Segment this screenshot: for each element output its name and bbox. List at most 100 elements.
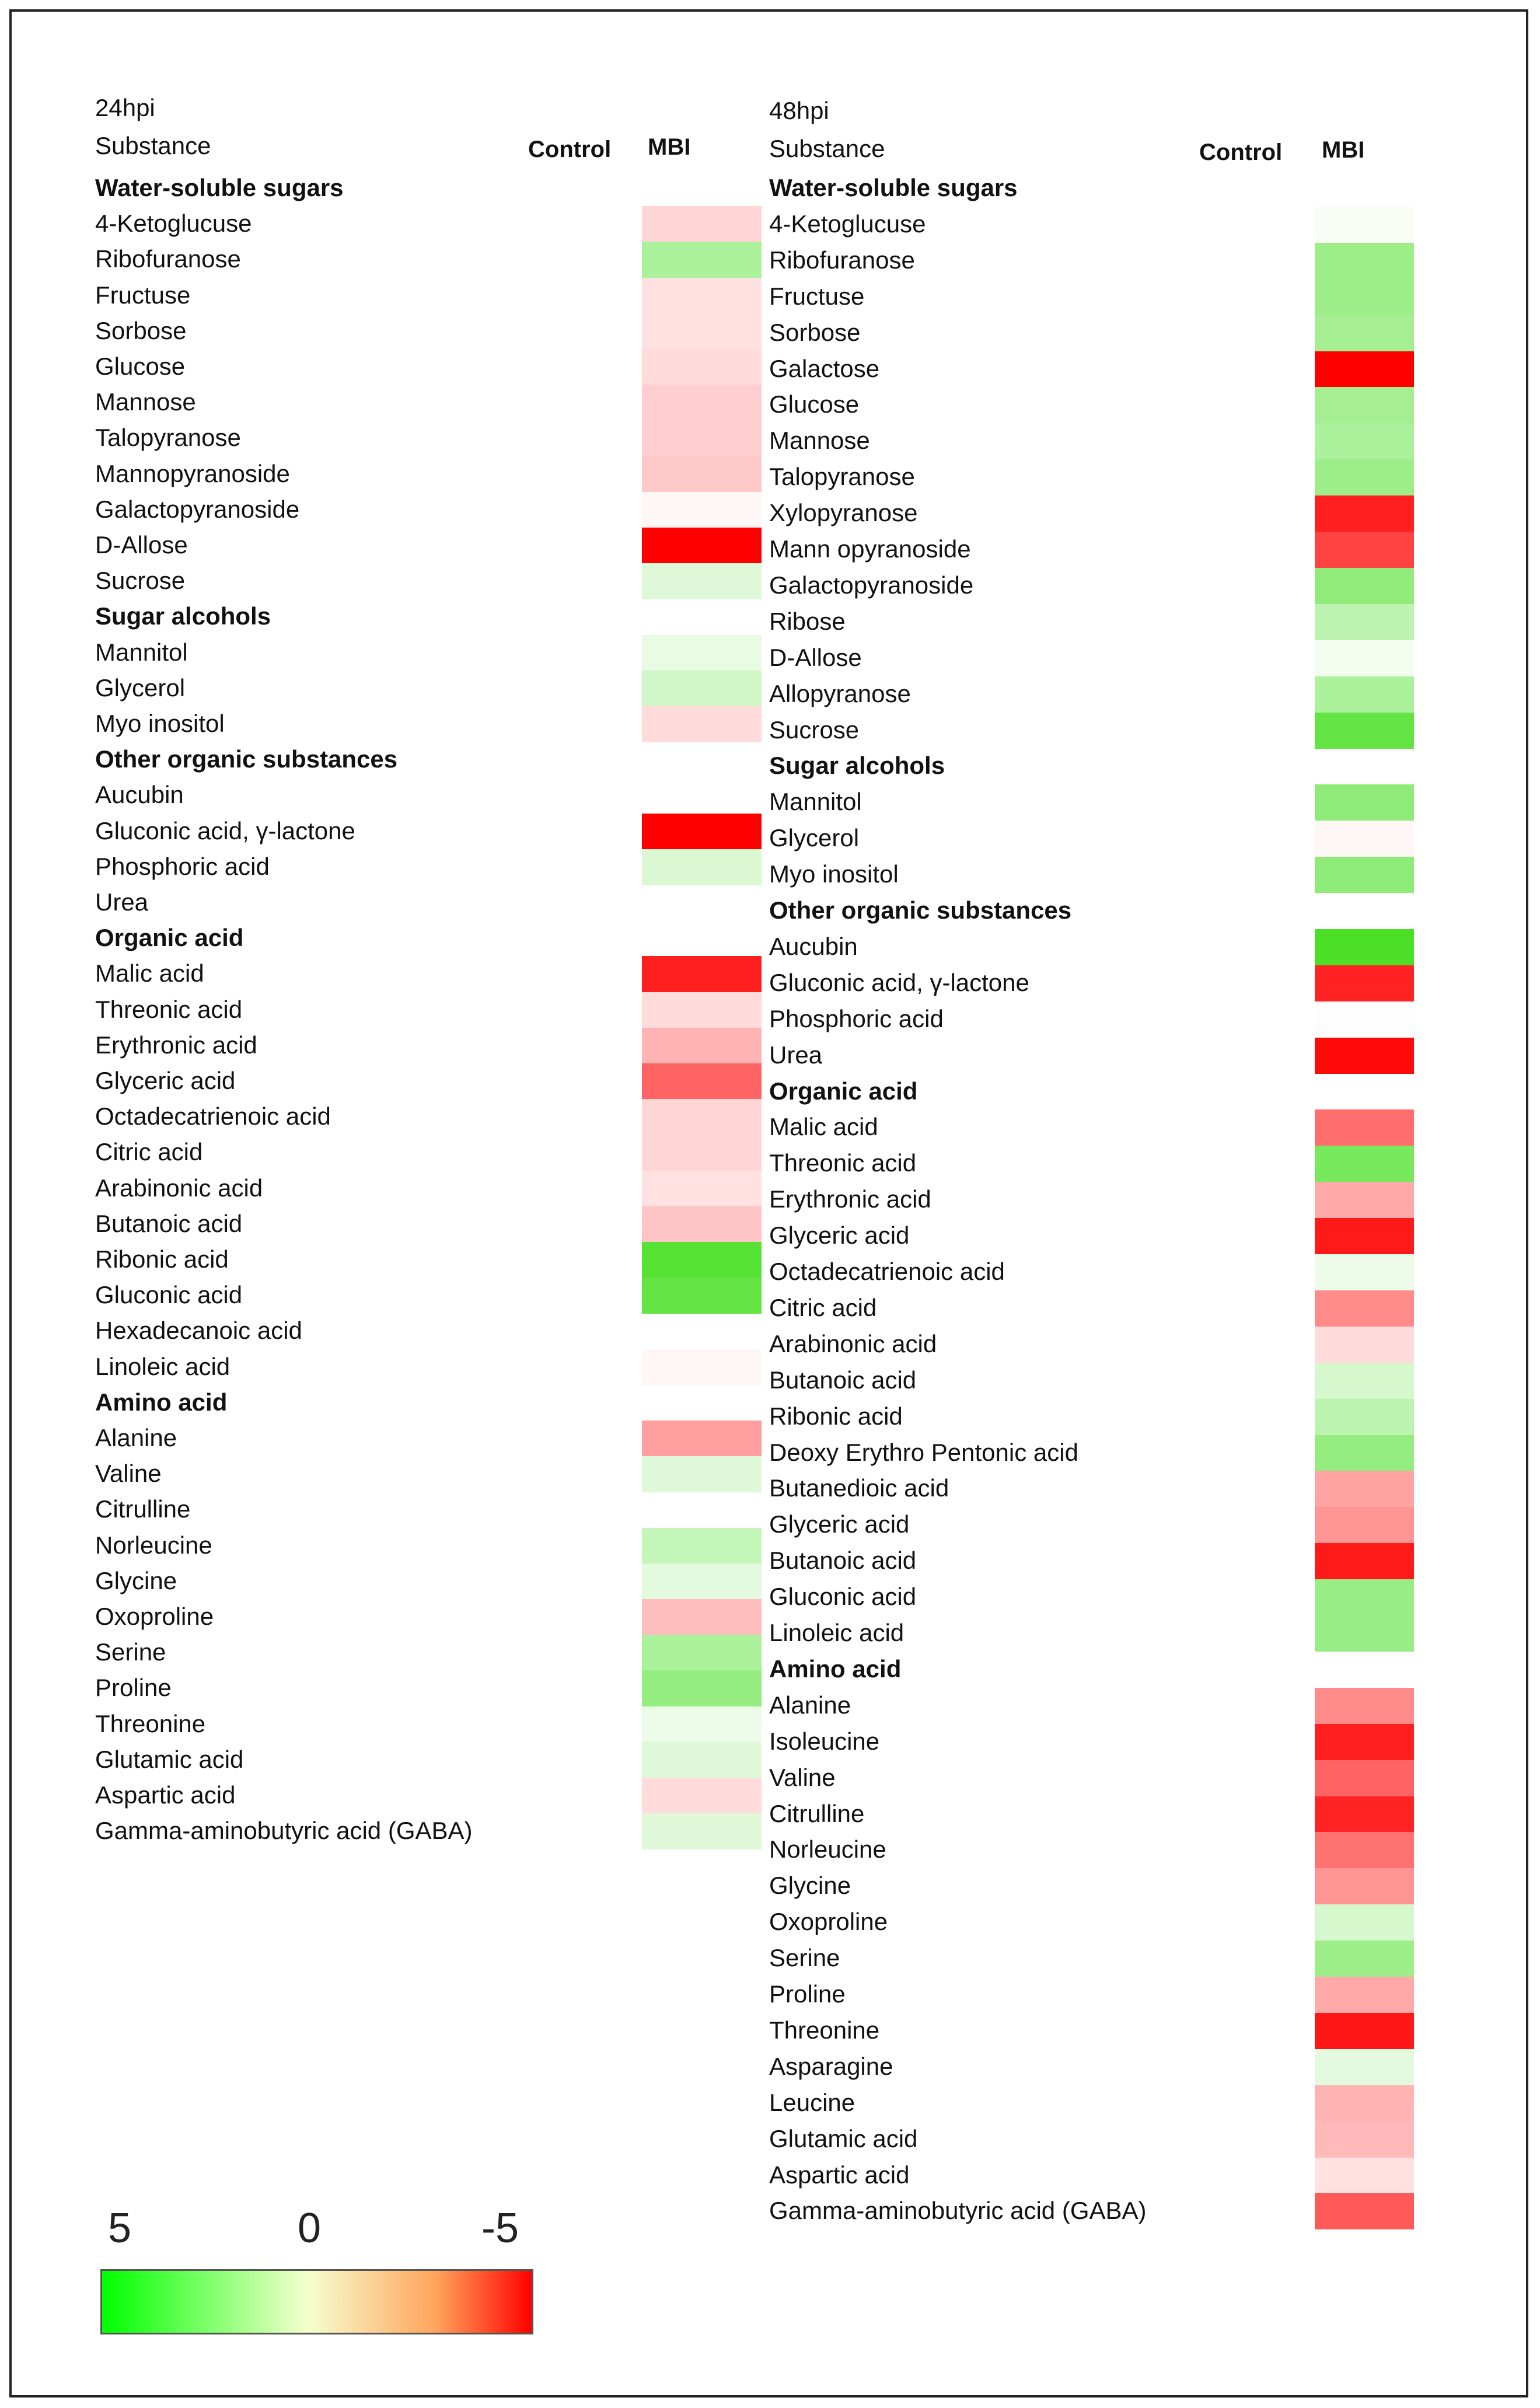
row-label: Threonic acid	[95, 995, 243, 1023]
heatmap-cell-sucrose	[642, 563, 762, 600]
heatmap-cell-allopyranose	[1315, 676, 1414, 713]
row-label: Fructuse	[769, 282, 865, 310]
heatmap-cell-citric-acid	[1315, 1290, 1414, 1327]
row-label: 4-Ketoglucuse	[95, 210, 252, 238]
heatmap-cell-alanine	[1315, 1687, 1414, 1724]
heatmap-cell-galactose	[1315, 351, 1414, 388]
category-label: Organic acid	[95, 924, 244, 952]
heatmap-cell-gamma-aminobutyric-acid-gaba	[1315, 2193, 1414, 2230]
row-label: Glutamic acid	[769, 2124, 918, 2152]
row-label: Urea	[95, 888, 149, 916]
row-label: Glyceric acid	[769, 1222, 910, 1250]
row-label: Linoleic acid	[95, 1352, 231, 1380]
row-label: Mannitol	[769, 788, 862, 816]
row-label: Valine	[769, 1763, 836, 1791]
row-label: Octadecatrienoic acid	[769, 1258, 1005, 1285]
row-label: Glyceric acid	[769, 1510, 910, 1538]
heatmap-cell-asparagine	[1315, 2048, 1414, 2085]
heatmap-cell-phosphoric-acid	[642, 849, 762, 885]
heatmap-cell-arabinonic-acid	[642, 1170, 762, 1207]
row-label: Ribonic acid	[769, 1402, 903, 1430]
heatmap-cell-glycerol	[642, 670, 762, 707]
row-label: Gluconic acid	[95, 1281, 243, 1309]
row-label: Glucose	[95, 353, 186, 380]
row-label: Glycine	[95, 1566, 177, 1594]
row-label: Hexadecanoic acid	[95, 1317, 302, 1345]
row-label: Aspartic acid	[95, 1781, 236, 1809]
heatmap-cell-sorbose	[642, 313, 762, 350]
heatmap-cell-ribose	[1315, 603, 1414, 640]
row-label: Mannose	[769, 427, 870, 455]
heatmap-cell-gluconic-acid	[642, 1278, 762, 1314]
heatmap-cell-mann-opyranoside	[1315, 532, 1414, 568]
row-label: Arabinonic acid	[95, 1174, 263, 1202]
category-label: Other organic substances	[95, 745, 398, 773]
row-label: Butanoic acid	[95, 1209, 243, 1237]
row-label: Butanedioic acid	[769, 1474, 949, 1502]
heatmap-cell-aucubin	[1315, 929, 1414, 965]
heatmap-cell-proline	[642, 1670, 762, 1707]
heatmap-cell-deoxy-erythro-pentonic-acid	[1315, 1435, 1414, 1471]
category-label: Water-soluble sugars	[95, 174, 344, 201]
row-label: Fructuse	[95, 281, 191, 309]
row-label: Gamma-aminobutyric acid (GABA)	[769, 2197, 1147, 2225]
heatmap-cell-arabinonic-acid	[1315, 1326, 1414, 1363]
heatmap-cell-malic-acid	[1315, 1109, 1414, 1146]
heatmap-cell-butanoic-acid	[1315, 1362, 1414, 1399]
heatmap-cell-gluconic-acid-lactone	[642, 813, 762, 850]
heatmap-cell-d-allose	[1315, 640, 1414, 676]
legend-label-zero: 0	[298, 2205, 322, 2252]
category-label: Sugar alcohols	[95, 602, 271, 630]
heatmap-cell-proline	[1315, 1977, 1414, 2013]
heatmap-cell-sucrose	[1315, 712, 1414, 749]
panel-title: 24hpi	[95, 94, 155, 121]
heatmap-cell-mannitol	[642, 634, 762, 671]
heatmap-cell-4-ketoglucuse	[1315, 206, 1414, 243]
heatmap-cell-butanoic-acid	[642, 1206, 762, 1243]
row-label: Alanine	[95, 1424, 177, 1451]
row-label: Mannose	[95, 388, 196, 416]
heatmap-cell-gamma-aminobutyric-acid-gaba	[642, 1813, 762, 1850]
row-label: Valine	[95, 1460, 162, 1488]
panel-title: 48hpi	[769, 97, 829, 124]
row-label: Ribonic acid	[95, 1245, 229, 1273]
row-label: Ribofuranose	[95, 245, 241, 273]
row-label: Talopyranose	[769, 463, 915, 491]
row-label: Glyceric acid	[95, 1067, 236, 1094]
category-label: Amino acid	[95, 1388, 228, 1416]
heatmap-cell-erythronic-acid	[642, 1027, 762, 1064]
heatmap-cell-ribofuranose	[642, 242, 762, 278]
heatmap-cell-aspartic-acid	[642, 1778, 762, 1814]
heatmap-cell-mannose	[642, 385, 762, 421]
heatmap-cell-gluconic-acid-lactone	[1315, 965, 1414, 1001]
heatmap-cell-valine	[642, 1456, 762, 1493]
row-label: Galactose	[769, 354, 880, 382]
heatmap-cell-butanoic-acid	[1315, 1543, 1414, 1580]
category-label: Water-soluble sugars	[769, 174, 1018, 201]
heatmap-cell-ribonic-acid	[1315, 1398, 1414, 1435]
row-label: Threonic acid	[769, 1149, 917, 1177]
row-label: Octadecatrienoic acid	[95, 1102, 331, 1130]
heatmap-cell-alanine	[642, 1421, 762, 1457]
row-label: Erythronic acid	[769, 1185, 931, 1213]
heatmap-cell-talopyranose	[642, 420, 762, 457]
heatmap-cell-glutamic-acid	[1315, 2121, 1414, 2158]
heatmap-cell-myo-inositol	[642, 706, 762, 742]
heatmap-cell-norleucine	[642, 1527, 762, 1564]
heatmap-cell-citrulline	[1315, 1796, 1414, 1833]
heatmap-cell-threonine	[642, 1706, 762, 1743]
heatmap-cell-glyceric-acid	[642, 1063, 762, 1100]
heatmap-cell-myo-inositol	[1315, 857, 1414, 894]
row-label: Glycerol	[95, 673, 186, 702]
row-label: Glutamic acid	[95, 1745, 244, 1773]
row-label: 4-Ketoglucuse	[769, 210, 926, 238]
row-label: Allopyranose	[769, 679, 911, 707]
row-label: Proline	[95, 1674, 172, 1702]
row-label: Sorbose	[769, 318, 861, 346]
heatmap-cell-glycerol	[1315, 821, 1414, 857]
heatmap-cell-mannopyranoside	[642, 456, 762, 493]
heatmap-cell-serine	[1315, 1941, 1414, 1977]
heatmap-cell-glucose	[1315, 387, 1414, 424]
heatmap-cell-glycine	[1315, 1868, 1414, 1905]
row-label: Deoxy Erythro Pentonic acid	[769, 1438, 1078, 1466]
